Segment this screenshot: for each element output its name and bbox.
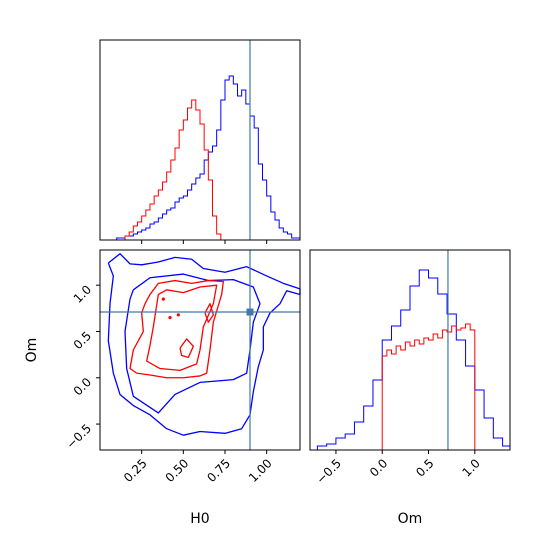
x-tick-label: 0.75 bbox=[204, 456, 233, 485]
axes-frame bbox=[309, 249, 511, 451]
axes-frame bbox=[99, 249, 301, 451]
contour-line-2 bbox=[129, 279, 224, 379]
truth-marker bbox=[246, 308, 254, 316]
histogram-series-0 bbox=[316, 269, 511, 450]
x-tick-label: 0.5 bbox=[413, 456, 436, 479]
histogram-h0-panel bbox=[99, 39, 301, 244]
contour-dot-0-2 bbox=[176, 313, 180, 317]
contour-dot-0-1 bbox=[161, 297, 165, 301]
histogram-series-1 bbox=[124, 99, 225, 241]
y-tick-label: 1.0 bbox=[71, 282, 94, 305]
contour-line-4 bbox=[179, 338, 194, 359]
y-tick-label: 0.0 bbox=[71, 375, 94, 398]
histogram-om-panel: −0.5 0.0 0.5 1.0 Om bbox=[309, 249, 511, 527]
x-tick-label: 0.50 bbox=[163, 456, 192, 485]
contour-line-1 bbox=[124, 273, 261, 414]
y-tick-label: 0.5 bbox=[71, 329, 94, 352]
x-tick-label: 1.00 bbox=[246, 456, 275, 485]
axes-frame bbox=[99, 39, 301, 241]
histogram-series-1 bbox=[381, 323, 476, 450]
contour-line-3 bbox=[146, 284, 218, 372]
contour-dot-0-0 bbox=[168, 315, 172, 320]
x-tick-label: −0.5 bbox=[314, 456, 345, 487]
x-tick-label: 0.0 bbox=[367, 456, 390, 479]
x-axis-label: H0 bbox=[190, 511, 209, 527]
x-tick-label: 1.0 bbox=[460, 456, 483, 479]
y-tick-label: −0.5 bbox=[64, 421, 95, 452]
x-tick-label: 0.25 bbox=[121, 456, 150, 485]
contour-h0-om-panel: 0.25 0.50 0.75 1.00 −0.5 0.0 0.5 1.0 H0 Om bbox=[24, 249, 301, 527]
contour-line-5 bbox=[204, 303, 214, 323]
y-axis-label: Om bbox=[24, 338, 40, 363]
x-axis-label: Om bbox=[398, 511, 423, 527]
contour-line-0 bbox=[107, 253, 301, 436]
